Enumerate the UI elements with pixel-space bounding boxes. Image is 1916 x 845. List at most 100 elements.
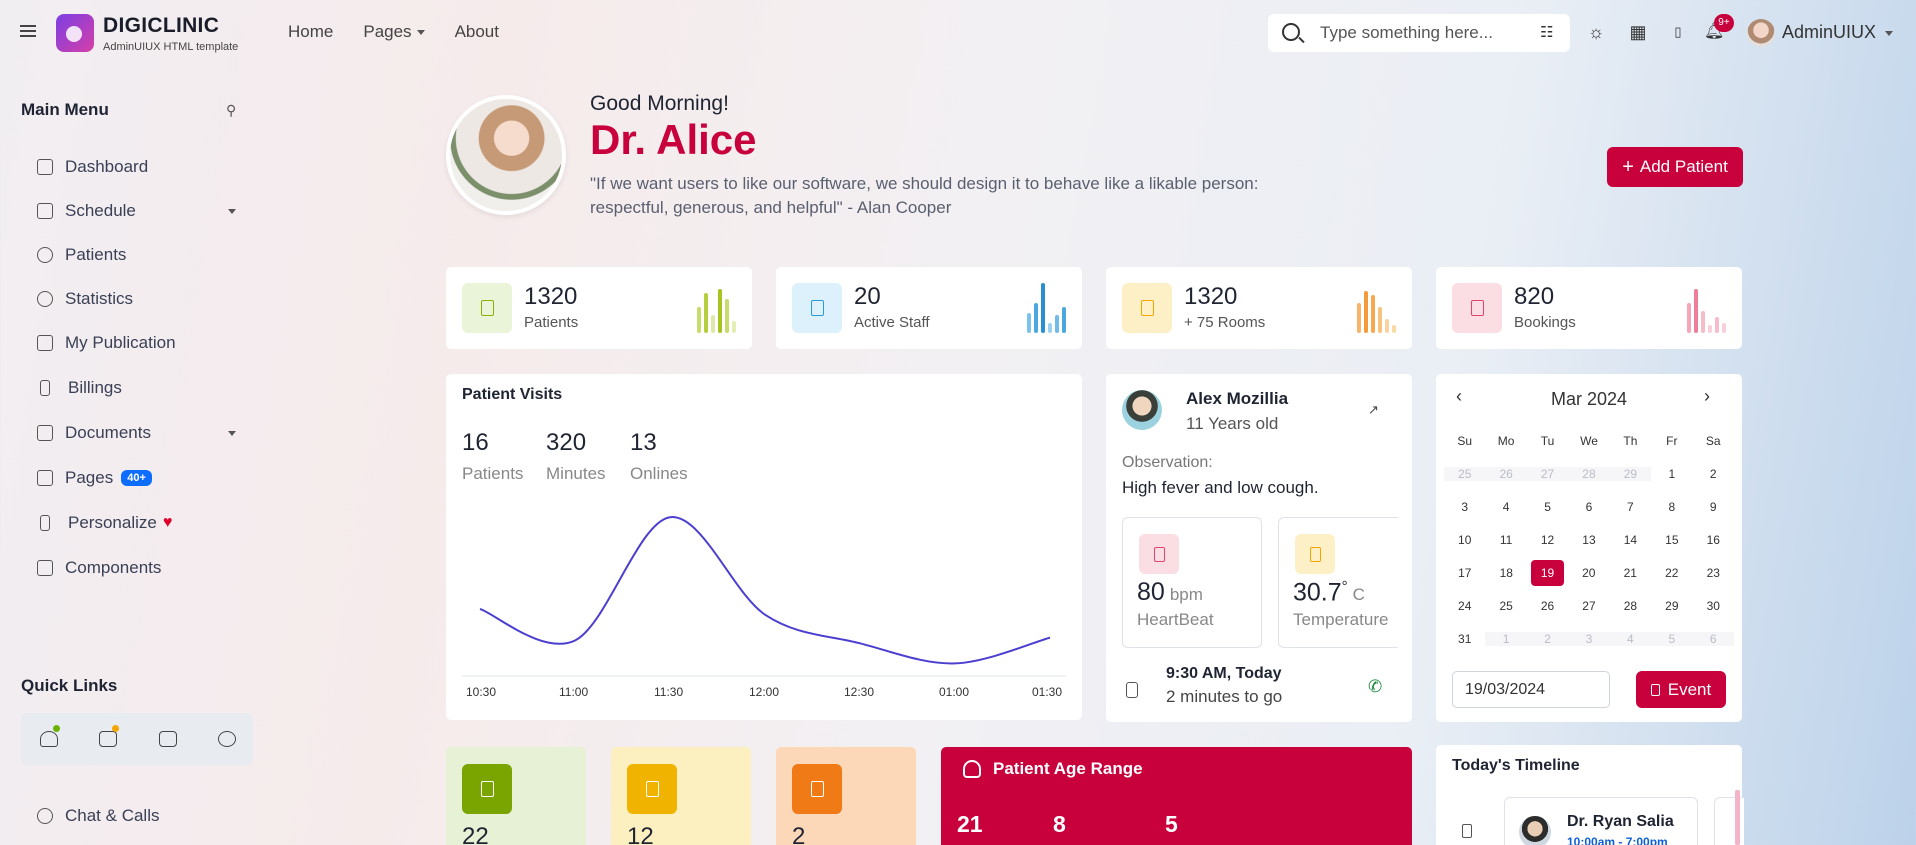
calendar-day[interactable]: 27 <box>1582 598 1596 613</box>
mobile-icon[interactable]: ▯ <box>1674 24 1682 39</box>
calendar-day[interactable]: 24 <box>1458 598 1472 613</box>
calendar-day-selected[interactable]: 19 <box>1531 559 1564 586</box>
user-avatar[interactable] <box>1747 19 1775 47</box>
nav-about[interactable]: About <box>454 22 499 41</box>
nav-pages[interactable]: Pages <box>363 22 425 42</box>
calendar-day[interactable]: 2 <box>1526 631 1569 646</box>
search-input[interactable] <box>1320 22 1520 44</box>
calendar-day[interactable]: 26 <box>1485 466 1527 481</box>
calendar-day[interactable]: 6 <box>1585 499 1593 514</box>
chat-calls-link[interactable]: Chat & Calls <box>37 806 159 826</box>
calendar-day[interactable]: 28 <box>1568 466 1610 481</box>
nav-home[interactable]: Home <box>288 22 334 41</box>
apps-grid-icon[interactable]: ▦ <box>1629 22 1647 42</box>
calendar-icon[interactable] <box>99 731 117 747</box>
calendar-day[interactable]: 15 <box>1665 532 1679 547</box>
weekday-label: Fr <box>1666 433 1678 448</box>
calendar-day[interactable]: 18 <box>1499 565 1513 580</box>
chevron-right-icon[interactable]: › <box>1704 386 1710 406</box>
calendar-day[interactable]: 21 <box>1623 565 1637 580</box>
calendar-day[interactable]: 31 <box>1458 631 1472 646</box>
inbox-icon[interactable] <box>159 731 177 747</box>
calendar-day[interactable]: 9 <box>1709 499 1717 514</box>
calendar-day[interactable]: 28 <box>1623 598 1638 613</box>
help-icon[interactable] <box>218 731 236 747</box>
sidebar-item-statistics[interactable]: Statistics <box>37 287 133 311</box>
sun-theme-icon[interactable]: ☼ <box>1587 22 1605 42</box>
user-icon[interactable]: ⚲ <box>226 102 237 118</box>
sidebar-item-documents[interactable]: Documents <box>37 421 151 445</box>
filter-sliders-icon[interactable]: ☷ <box>1540 24 1554 41</box>
appointment-countdown: 2 minutes to go <box>1166 687 1283 706</box>
phone-icon[interactable]: ✆ <box>1368 677 1383 696</box>
calendar-day[interactable]: 6 <box>1692 631 1734 646</box>
sidebar-item-dashboard[interactable]: Dashboard <box>37 155 148 179</box>
pie-chart-icon <box>37 291 53 307</box>
external-link-icon[interactable]: ↗ <box>1368 402 1379 417</box>
rooms-stat-icon <box>1122 283 1172 333</box>
chevron-down-icon[interactable] <box>228 209 236 214</box>
add-event-button[interactable]: Event <box>1636 671 1726 708</box>
calendar-day[interactable]: 3 <box>1461 499 1469 514</box>
timeline-item[interactable]: Dr. Ryan Salia 10:00am - 7:00pm <box>1504 797 1698 845</box>
patient-avatar <box>1122 390 1162 430</box>
calendar-day[interactable]: 30 <box>1706 598 1720 613</box>
calendar-day[interactable]: 22 <box>1665 565 1679 580</box>
calendar-day[interactable]: 7 <box>1627 499 1634 514</box>
sidebar-item-patients[interactable]: Patients <box>37 243 126 267</box>
sidebar-item-my-publication[interactable]: My Publication <box>37 331 176 355</box>
calendar-day[interactable]: 20 <box>1582 565 1596 580</box>
sparkline <box>1357 283 1396 333</box>
calendar-day[interactable]: 2 <box>1709 466 1717 481</box>
quote-text: "If we want users to like our software, … <box>590 174 1259 217</box>
sidebar-item-billings[interactable]: Billings <box>37 376 122 400</box>
x-tick-label: 12:30 <box>844 685 874 699</box>
calendar-day[interactable]: 11 <box>1499 532 1513 547</box>
calendar-day[interactable]: 4 <box>1609 631 1652 646</box>
user-add-icon[interactable] <box>40 731 58 747</box>
calendar-day[interactable]: 23 <box>1706 565 1720 580</box>
sidebar-item-components[interactable]: Components <box>37 556 161 580</box>
vital-temperature: 30.7° C Temperature <box>1278 517 1398 648</box>
calendar-day[interactable]: 12 <box>1540 532 1555 547</box>
date-input[interactable]: 19/03/2024 <box>1452 671 1610 708</box>
layers-icon <box>37 470 53 486</box>
chevron-left-icon[interactable]: ‹ <box>1456 386 1462 406</box>
sidebar-item-personalize[interactable]: Personalize ♥ <box>37 511 172 535</box>
sidebar-item-pages[interactable]: Pages 40+ <box>37 466 152 490</box>
calendar-day[interactable]: 1 <box>1668 466 1676 481</box>
calendar-day[interactable]: 25 <box>1499 598 1513 613</box>
sparkline <box>1027 283 1066 333</box>
user-menu[interactable]: AdminUIUX <box>1782 22 1894 43</box>
calendar-day[interactable]: 5 <box>1544 499 1551 514</box>
add-patient-button[interactable]: + Add Patient <box>1607 147 1743 187</box>
calendar-day[interactable]: 17 <box>1458 565 1472 580</box>
calendar-day[interactable]: 14 <box>1623 532 1638 547</box>
vital-value: 30.7 <box>1293 578 1342 607</box>
stat-card-patients: 1320 Patients <box>446 267 752 349</box>
doctor-avatar <box>446 95 566 215</box>
heart-icon <box>1139 534 1179 574</box>
calendar-day[interactable]: 29 <box>1665 598 1679 613</box>
x-tick-label: 01:30 <box>1032 685 1062 699</box>
calendar-day[interactable]: 27 <box>1526 466 1569 481</box>
calendar-day[interactable]: 29 <box>1609 466 1652 481</box>
patients-stat-icon <box>462 283 512 333</box>
sidebar-item-schedule[interactable]: Schedule <box>37 199 136 223</box>
calendar-day[interactable]: 10 <box>1458 532 1472 547</box>
hamburger-menu-icon[interactable] <box>20 25 36 37</box>
sidebar-item-label: Documents <box>65 423 151 442</box>
scrollbar[interactable] <box>1735 790 1740 845</box>
calendar-day[interactable]: 4 <box>1502 499 1510 514</box>
calendar-day[interactable]: 3 <box>1568 631 1610 646</box>
calendar-day[interactable]: 16 <box>1706 532 1720 547</box>
calendar-day[interactable]: 13 <box>1582 532 1596 547</box>
calendar-day[interactable]: 25 <box>1444 466 1486 481</box>
card-title: Today's Timeline <box>1452 757 1580 774</box>
calendar-day[interactable]: 26 <box>1540 598 1555 613</box>
calendar-day[interactable]: 8 <box>1668 499 1676 514</box>
chevron-down-icon[interactable] <box>228 431 236 436</box>
calendar-day[interactable]: 5 <box>1651 631 1693 646</box>
calendar-day[interactable]: 1 <box>1485 631 1527 646</box>
timeline-time: 10:00am - 7:00pm <box>1567 835 1668 845</box>
